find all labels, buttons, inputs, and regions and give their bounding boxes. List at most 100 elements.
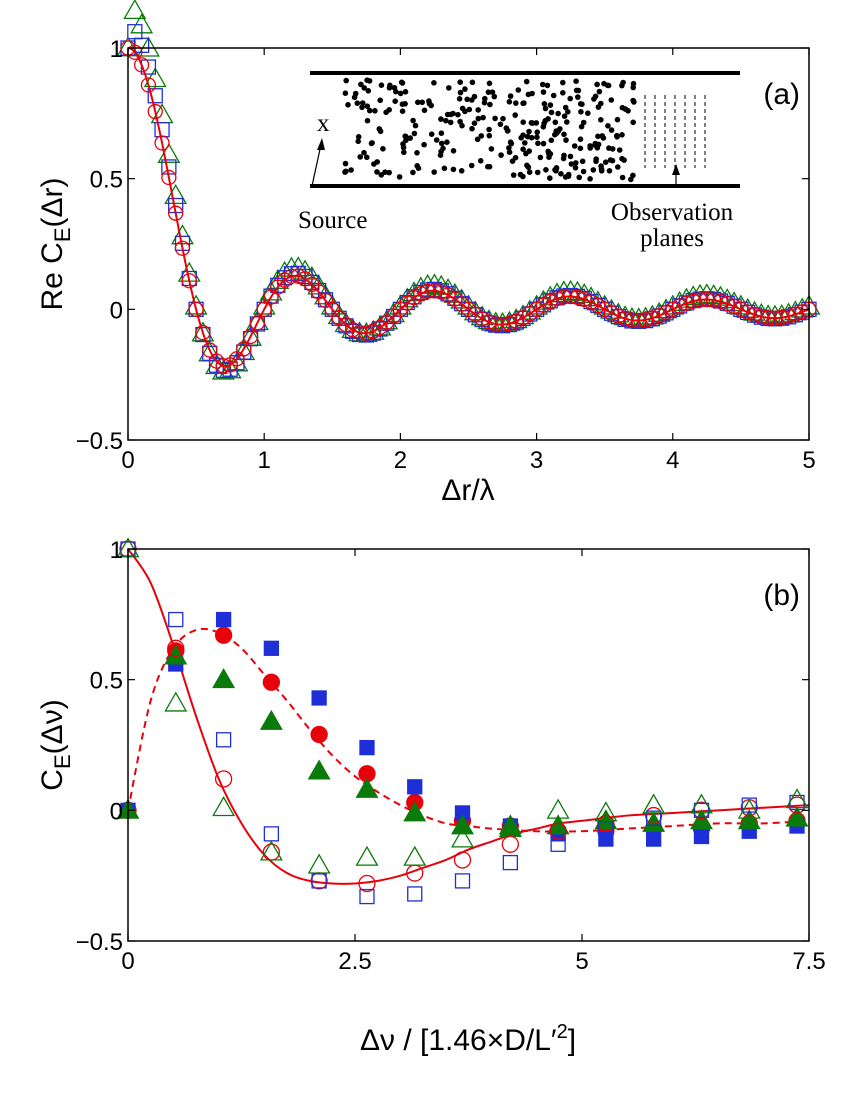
inset-scatterer [489, 89, 496, 95]
panel-a-circles-point [733, 301, 749, 317]
panel-b-open-squares-point [168, 611, 184, 628]
inset-observation-label: Observation [611, 199, 734, 226]
inset-scatterer [410, 117, 416, 124]
inset-scatterer [540, 140, 547, 147]
panel-b-open-circles-point [453, 851, 472, 869]
inset-scatterer [412, 122, 419, 129]
inset-scatterer [433, 137, 440, 143]
inset-scatterer [374, 169, 380, 175]
panel-b-label: (b) [763, 579, 800, 612]
inset-scatterer [598, 168, 605, 174]
inset-scatterer [450, 166, 457, 173]
inset-scatterer [548, 137, 555, 144]
inset-scatterer [481, 99, 488, 106]
inset-scatterer [515, 87, 522, 93]
inset-scatterer [534, 129, 540, 135]
inset-scatterer [354, 100, 361, 106]
inset-scatterer [474, 136, 481, 143]
inset-scatterer [555, 110, 561, 117]
panel-a-triangles-point [136, 36, 160, 57]
inset-scatterer [457, 79, 464, 85]
inset-scatterer [431, 80, 437, 86]
panel-b-filled-circles-point [310, 725, 328, 744]
panel-b-filled-triangles-point [307, 759, 331, 780]
panel-a-y-label-suffix: (Δr) [36, 177, 69, 227]
inset-scatterer [510, 172, 517, 178]
panel-b-x-tick-label: 7.5 [792, 948, 825, 975]
inset-scatterer [518, 135, 524, 141]
panel-b-y-tick-label: 0.5 [90, 668, 123, 695]
inset-scatterer [378, 82, 385, 88]
panel-a-circles-point [188, 301, 204, 317]
inset-scatterer [386, 169, 393, 176]
inset-scatterer [359, 100, 366, 106]
inset-scatterer [376, 126, 383, 132]
inset-scatterer [537, 154, 544, 161]
inset-scatterer [579, 158, 586, 165]
inset-scatterer [542, 105, 549, 112]
panel-a-y-label-sub: E [50, 227, 75, 242]
inset-scatterer [604, 82, 611, 89]
inset-scatterer [614, 134, 620, 140]
panel-a-circles-point [202, 342, 218, 358]
inset-scatterer [438, 116, 444, 122]
inset-scatterer [592, 93, 599, 100]
inset-scatterer [547, 175, 553, 181]
panel-a-x-tick-label: 1 [258, 447, 271, 474]
panel-b-open-circles-point [358, 874, 376, 893]
panel-a-circles-point [154, 135, 170, 151]
inset-scatterer [471, 120, 478, 126]
panel-b-open-triangles-point [785, 788, 809, 809]
inset-scatterer [469, 97, 475, 103]
panel-a-x-axis-label: Δr/λ [441, 474, 494, 507]
inset-scatterer [469, 79, 476, 86]
inset-scatterer [544, 82, 551, 89]
inset-scatterer [491, 93, 498, 100]
inset-scatterer [364, 154, 370, 161]
inset-scatterer [399, 108, 406, 114]
panel-b-filled-squares-point [693, 828, 710, 845]
inset-scatterer [486, 80, 493, 87]
panel-a-squares-point [154, 122, 170, 138]
inset-scatterer [602, 159, 609, 165]
inset-scatterer [567, 95, 573, 102]
inset-source-label: Source [298, 207, 367, 234]
inset-scatterer [567, 153, 574, 160]
panel-b-open-squares-point [311, 873, 327, 889]
inset-scatterer [548, 109, 555, 116]
panel-b-filled-triangles-point [594, 809, 618, 830]
inset-scatterer [630, 97, 636, 104]
inset-scatterer [600, 135, 607, 141]
inset-scatterer [577, 136, 584, 142]
panel-a-circles-point [133, 57, 150, 73]
panel-b-open-triangles-point [451, 827, 474, 848]
inset-scatterer [480, 114, 486, 121]
panel-a-circles-point [168, 205, 184, 221]
panel-b-open-squares-point [645, 810, 662, 826]
panel-b-x-tick-label: 5 [575, 948, 588, 975]
inset-scatterer [534, 134, 540, 140]
panel-b-y-label-prefix: C [36, 769, 69, 791]
inset-scatterer [616, 147, 623, 153]
inset-scatterer [526, 128, 532, 135]
inset-scatterer [546, 154, 552, 160]
panel-b-dashed-theory-line [127, 627, 810, 833]
panel-b-x-tick-label: 2.5 [338, 948, 371, 975]
panel-b-x-axis-label: Δν / [1.46×D/L′2] [360, 1021, 576, 1057]
inset-scatterer [343, 77, 350, 84]
panel-b-filled-squares-point [645, 831, 662, 847]
inset-scatterer [595, 104, 602, 110]
inset-scatterer [523, 78, 530, 85]
inset-scatterer [400, 141, 406, 147]
panel-b-plot-area [116, 537, 810, 905]
panel-b-filled-circles-point [214, 626, 233, 644]
inset-scatterer [387, 82, 393, 89]
inset-scatterer [568, 161, 575, 167]
inset-scatterer [561, 131, 567, 138]
inset-scatterer [587, 145, 593, 151]
inset-scatterer [446, 85, 452, 91]
panel-b-x-tick-label: 0 [121, 948, 134, 975]
panel-b-open-triangles-point [164, 691, 188, 712]
inset-scatterer [364, 117, 371, 124]
panel-a-triangles-point [123, 0, 147, 19]
